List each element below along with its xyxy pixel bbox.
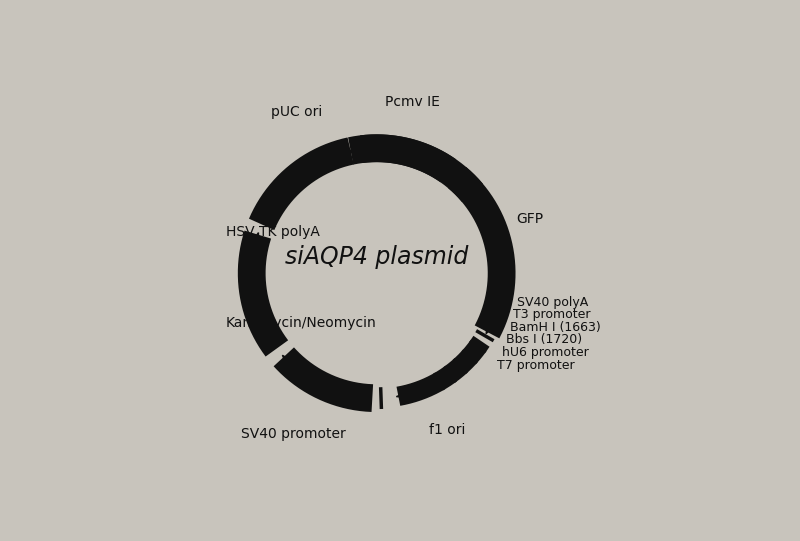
- Text: BamH I (1663): BamH I (1663): [510, 321, 601, 334]
- Text: SV40 polyA: SV40 polyA: [518, 296, 589, 309]
- Text: Pcmv IE: Pcmv IE: [385, 95, 439, 109]
- Text: Bbs I (1720): Bbs I (1720): [506, 333, 582, 346]
- Text: T3 promoter: T3 promoter: [514, 308, 591, 321]
- Polygon shape: [396, 390, 414, 398]
- Polygon shape: [282, 355, 298, 371]
- Text: T7 promoter: T7 promoter: [498, 359, 575, 372]
- Text: GFP: GFP: [516, 212, 543, 226]
- Text: siAQP4 plasmid: siAQP4 plasmid: [285, 245, 468, 268]
- Text: SV40 promoter: SV40 promoter: [241, 427, 346, 441]
- Polygon shape: [248, 233, 258, 250]
- Text: f1 ori: f1 ori: [429, 423, 465, 437]
- Polygon shape: [459, 178, 474, 194]
- Polygon shape: [486, 316, 498, 334]
- Text: HSV TK polyA: HSV TK polyA: [226, 225, 320, 239]
- Text: pUC ori: pUC ori: [271, 105, 322, 119]
- Text: Kanamycin/Neomycin: Kanamycin/Neomycin: [226, 316, 377, 330]
- Polygon shape: [335, 149, 353, 159]
- Polygon shape: [434, 158, 450, 172]
- Text: hU6 promoter: hU6 promoter: [502, 346, 588, 359]
